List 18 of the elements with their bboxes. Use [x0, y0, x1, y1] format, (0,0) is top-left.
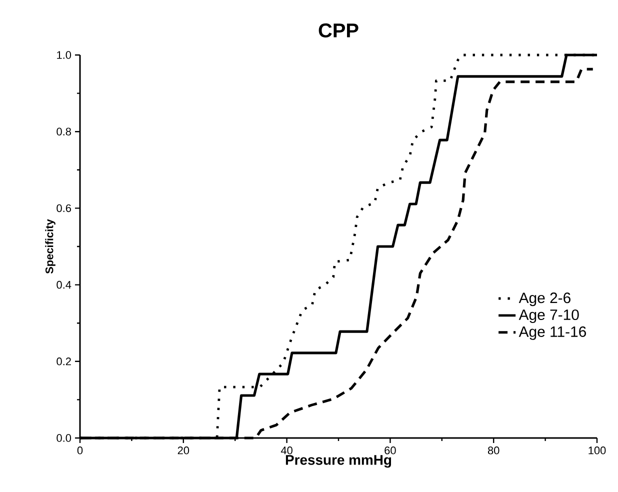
legend-label: Age 7-10 — [518, 309, 579, 323]
y-tick-label: 1.0 — [57, 51, 72, 59]
y-tick-label: 0.4 — [56, 280, 72, 289]
x-tick-label: 20 — [178, 446, 190, 454]
x-tick-label: 60 — [384, 446, 396, 454]
chart-title: CPP — [318, 23, 358, 38]
x-tick-label: 0 — [77, 446, 83, 454]
y-axis-title: Specificity — [45, 219, 56, 274]
legend-label: Age 2-6 — [518, 292, 570, 306]
y-tick-label: 0.2 — [56, 358, 71, 366]
x-axis-title: Pressure mmHg — [286, 455, 392, 468]
y-tick-label: 0.6 — [56, 204, 71, 212]
x-tick-label: 80 — [488, 446, 500, 454]
y-tick-label: 0.8 — [56, 128, 71, 136]
y-tick-label: 0.0 — [56, 434, 72, 442]
legend-label: Age 11-16 — [518, 326, 586, 340]
x-tick-label: 100 — [588, 446, 606, 454]
x-tick-label: 40 — [280, 446, 292, 454]
